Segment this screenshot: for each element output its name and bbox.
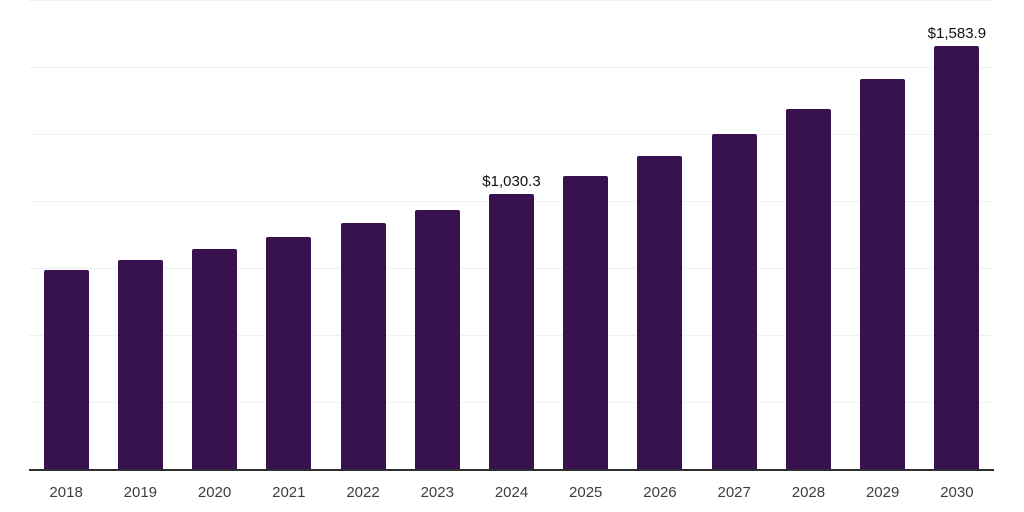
bar-2020 (192, 249, 238, 470)
x-tick-2022: 2022 (346, 484, 380, 501)
gridline-1500 (29, 67, 994, 68)
bar-2023 (414, 210, 460, 470)
bar-2019 (117, 260, 163, 470)
bar-2018 (43, 269, 89, 470)
data-label-2030: $1,583.9 (927, 24, 987, 42)
x-tick-2027: 2027 (717, 484, 751, 501)
bar-2024 (489, 193, 534, 470)
bar-2029 (860, 78, 906, 470)
plot-area: $1,030.3 $1,583.9 (29, 0, 994, 471)
bar-2026 (637, 156, 683, 470)
x-tick-2030: 2030 (940, 484, 974, 501)
bar-2028 (785, 108, 831, 470)
x-tick-2019: 2019 (123, 484, 158, 501)
x-tick-2023: 2023 (420, 484, 454, 501)
bar-2022 (340, 223, 386, 470)
x-tick-2020: 2020 (197, 484, 232, 501)
bar-2030 (934, 45, 980, 470)
gridline-1750 (29, 0, 994, 1)
x-tick-2024: 2024 (494, 484, 529, 501)
x-tick-2029: 2029 (865, 484, 900, 501)
bar-2025 (563, 175, 609, 470)
x-axis-tick-labels: 2018 2019 2020 2021 2022 2023 2024 2025 2026 2027… (29, 484, 994, 504)
gridline-1250 (29, 134, 994, 135)
x-tick-2018: 2018 (49, 484, 83, 501)
x-tick-2021: 2021 (272, 484, 306, 501)
x-tick-2028: 2028 (791, 484, 826, 501)
bar-2021 (266, 236, 312, 470)
data-label-2024: $1,030.3 (482, 172, 541, 190)
bar-2027 (711, 133, 757, 470)
x-tick-2025: 2025 (569, 484, 603, 501)
x-tick-2026: 2026 (643, 484, 677, 501)
x-axis-line (29, 469, 994, 471)
